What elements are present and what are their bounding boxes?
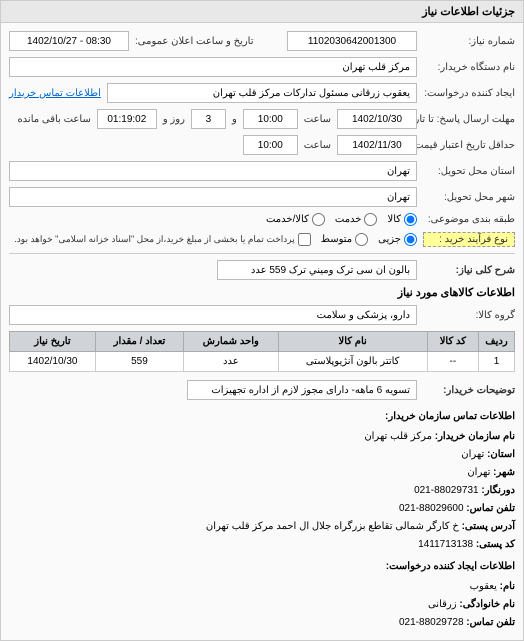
purchase-type-radio-group: جزیی متوسط پرداخت تمام یا بخشی از مبلغ خ… [14, 233, 417, 246]
creator-last-name-label: نام خانوادگی: [459, 599, 515, 610]
goods-group-label: گروه کالا: [423, 310, 515, 321]
th-name: نام کالا [278, 332, 427, 352]
creator-phone-label: تلفن تماس: [466, 617, 515, 628]
contact-info-link[interactable]: اطلاعات تماس خریدار [9, 88, 101, 99]
min-expire-time-label: ساعت [304, 140, 331, 151]
fax-value: 88029731-021 [414, 485, 479, 496]
subject-class-goods[interactable]: کالا [387, 213, 417, 226]
contact-section: اطلاعات تماس سازمان خریدار: نام سازمان خ… [9, 408, 515, 632]
address-label: آدرس پستی: [462, 521, 515, 532]
postcode-value: 1411713138 [418, 539, 473, 550]
goods-info-title: اطلاعات کالاهای مورد نیاز [9, 286, 515, 299]
th-date: تاریخ نیاز [10, 332, 96, 352]
request-creator-input[interactable] [107, 83, 417, 103]
td-qty: 559 [95, 352, 183, 372]
subject-class-label: طبقه بندی موضوعی: [423, 214, 515, 225]
need-details-panel: جزئیات اطلاعات نیاز شماره نیاز: تاریخ و … [0, 0, 524, 641]
creator-section-title: اطلاعات ایجاد کننده درخواست: [9, 558, 515, 576]
city-value: تهران [467, 467, 490, 478]
buyer-notes-label: توضیحات خریدار: [423, 385, 515, 396]
response-day-unit: روز و [163, 114, 185, 125]
td-row-num: 1 [479, 352, 515, 372]
panel-body: شماره نیاز: تاریخ و ساعت اعلان عمومی: نا… [1, 23, 523, 640]
org-name-label: نام سازمان خریدار: [435, 431, 515, 442]
creator-last-name-value: زرقانی [428, 599, 457, 610]
purchase-type-note-check[interactable]: پرداخت تمام یا بخشی از مبلغ خرید،از محل … [14, 233, 310, 246]
th-unit: واحد شمارش [184, 332, 279, 352]
delivery-province-label: استان محل تحویل: [423, 166, 515, 177]
buyer-notes-input[interactable] [187, 380, 417, 400]
td-name: کاتتر بالون آنژیوپلاستی [278, 352, 427, 372]
city-label: شهر: [493, 467, 515, 478]
response-deadline-label: مهلت ارسال پاسخ: تا تاریخ: [423, 114, 515, 125]
subject-class-goods-radio[interactable] [404, 213, 417, 226]
th-code: کد کالا [427, 332, 478, 352]
response-deadline-date[interactable] [337, 109, 417, 129]
purchase-type-medium[interactable]: متوسط [321, 233, 368, 246]
subject-class-both-radio[interactable] [312, 213, 325, 226]
divider-1 [9, 253, 515, 254]
purchase-type-label: نوع فرآیند خرید : [423, 232, 515, 247]
delivery-city-label: شهر محل تحویل: [423, 192, 515, 203]
creator-first-name-value: یعقوب [470, 581, 497, 592]
subject-class-service[interactable]: خدمت [335, 213, 378, 226]
min-expire-label: حداقل تاریخ اعتبار قیمت: تا تاریخ: [423, 140, 515, 151]
public-datetime-input[interactable] [9, 31, 129, 51]
phone-label: تلفن تماس: [466, 503, 515, 514]
table-header-row: ردیف کد کالا نام کالا واحد شمارش تعداد /… [10, 332, 515, 352]
fax-label: دورنگار: [481, 485, 515, 496]
general-desc-input[interactable] [217, 260, 417, 280]
goods-group-input[interactable] [9, 305, 417, 325]
td-unit: عدد [184, 352, 279, 372]
purchase-type-partial-radio[interactable] [404, 233, 417, 246]
goods-table: ردیف کد کالا نام کالا واحد شمارش تعداد /… [9, 331, 515, 372]
purchase-type-note-checkbox[interactable] [298, 233, 311, 246]
public-datetime-label: تاریخ و ساعت اعلان عمومی: [135, 36, 254, 47]
response-deadline-time[interactable] [243, 109, 298, 129]
min-expire-time[interactable] [243, 135, 298, 155]
device-name-label: نام دستگاه خریدار: [423, 62, 515, 73]
response-time-label: ساعت [304, 114, 331, 125]
request-creator-label: ایجاد کننده درخواست: [423, 88, 515, 99]
postcode-label: کد پستی: [476, 539, 515, 550]
th-qty: تعداد / مقدار [95, 332, 183, 352]
device-name-input[interactable] [9, 57, 417, 77]
min-expire-date[interactable] [337, 135, 417, 155]
need-number-input[interactable] [287, 31, 417, 51]
td-code: -- [427, 352, 478, 372]
panel-title: جزئیات اطلاعات نیاز [1, 1, 523, 23]
response-days[interactable] [191, 109, 226, 129]
response-remaining-label: ساعت باقی مانده [17, 114, 90, 125]
province-label: استان: [487, 449, 515, 460]
th-row-num: ردیف [479, 332, 515, 352]
phone-value: 88029600-021 [399, 503, 464, 514]
response-day-label: و [232, 114, 237, 125]
purchase-type-medium-radio[interactable] [355, 233, 368, 246]
subject-class-both[interactable]: کالا/خدمت [266, 213, 325, 226]
org-name-value: مرکز قلب تهران [364, 431, 432, 442]
response-remaining[interactable] [97, 109, 157, 129]
table-row[interactable]: 1 -- کاتتر بالون آنژیوپلاستی عدد 559 140… [10, 352, 515, 372]
address-value: خ کارگر شمالی تقاطع بزرگراه جلال ال احمد… [206, 521, 459, 532]
creator-phone-value: 88029728-021 [399, 617, 464, 628]
subject-class-radio-group: کالا خدمت کالا/خدمت [266, 213, 417, 226]
purchase-type-partial[interactable]: جزیی [378, 233, 417, 246]
general-desc-label: شرح کلی نیاز: [423, 265, 515, 276]
need-number-label: شماره نیاز: [423, 36, 515, 47]
delivery-province-input[interactable] [9, 161, 417, 181]
delivery-city-input[interactable] [9, 187, 417, 207]
subject-class-service-radio[interactable] [364, 213, 377, 226]
contact-section-title: اطلاعات تماس سازمان خریدار: [9, 408, 515, 426]
creator-first-name-label: نام: [500, 581, 515, 592]
td-date: 1402/10/30 [10, 352, 96, 372]
province-value: تهران [461, 449, 484, 460]
